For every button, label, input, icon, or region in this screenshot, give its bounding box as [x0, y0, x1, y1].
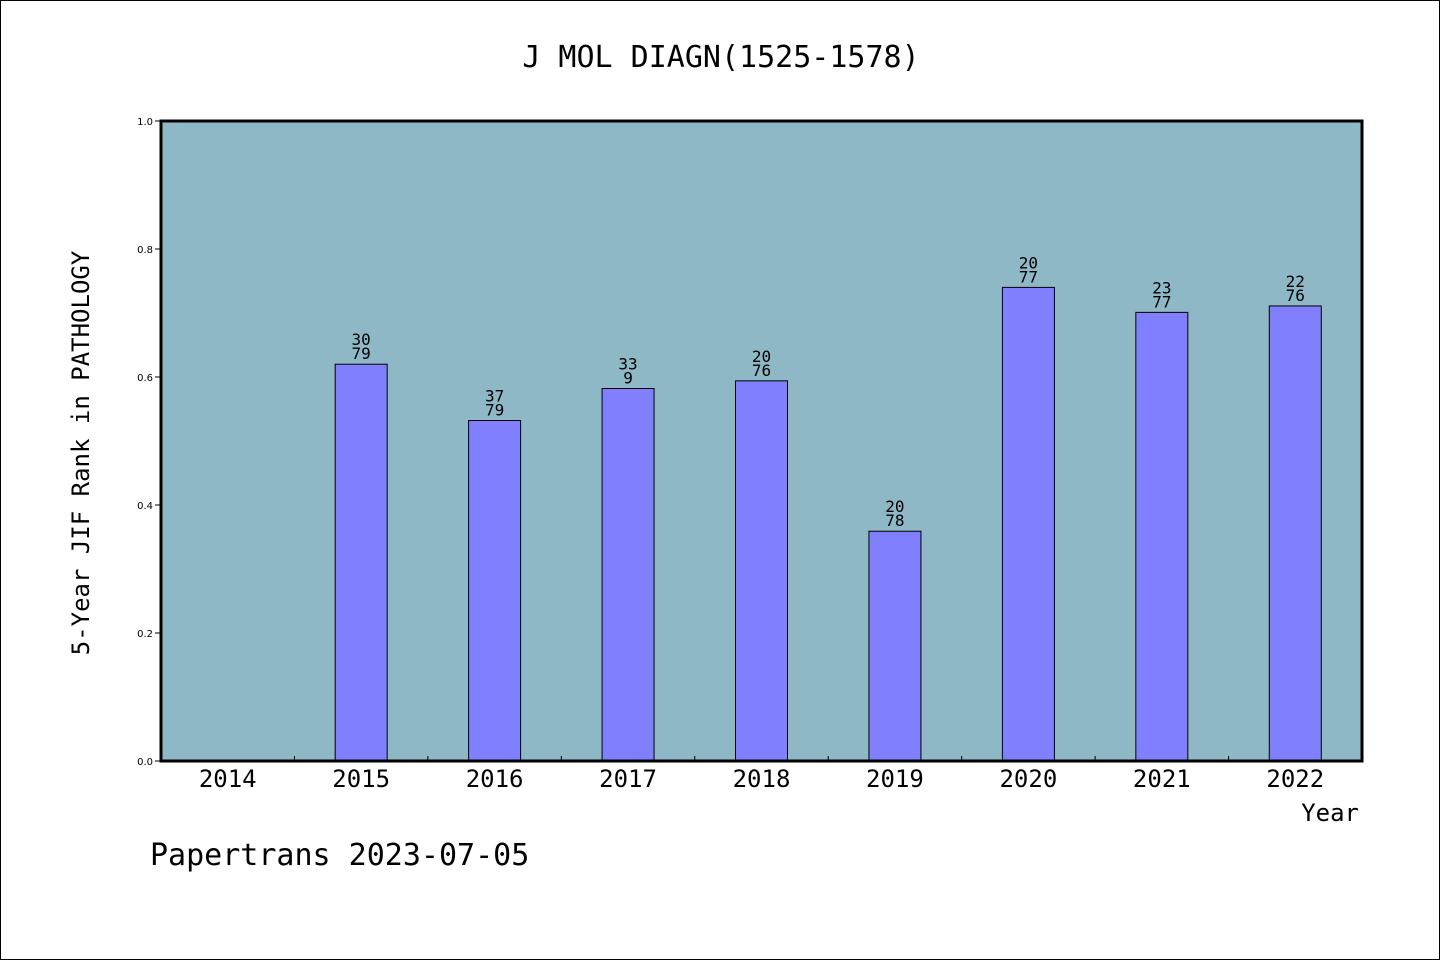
y-axis-ticks: 0.0 0.2 0.4 0.6 0.8 1.0 — [137, 117, 161, 768]
bar-label-bottom: 9 — [623, 369, 633, 388]
bar-label-top: 37 — [485, 387, 504, 406]
bar-2021 — [1135, 311, 1189, 762]
y-tick-label: 1.0 — [137, 117, 153, 128]
bar-label-bottom: 79 — [352, 344, 371, 363]
bar-label-top: 20 — [752, 347, 771, 366]
bars — [334, 286, 1322, 762]
y-tick-label: 0.0 — [137, 757, 153, 768]
bar-label-top: 23 — [1152, 278, 1171, 297]
y-axis-label: 5-Year JIF Rank in PATHOLOGY — [67, 250, 95, 655]
bar-2019 — [868, 530, 922, 762]
bar-label-top: 33 — [618, 355, 637, 374]
bar-label-bottom: 76 — [1286, 286, 1305, 305]
x-tick-label: 2021 — [1133, 765, 1191, 793]
bar-label-bottom: 78 — [885, 511, 904, 530]
bar-2018 — [735, 380, 788, 762]
chart-title: J MOL DIAGN(1525-1578) — [522, 40, 919, 75]
x-tick-label: 2016 — [466, 765, 524, 793]
bar-label-top: 30 — [352, 330, 371, 349]
bar-2017 — [601, 388, 655, 762]
plot-frame — [159, 119, 1364, 763]
y-tick-label: 0.4 — [137, 501, 153, 512]
x-tick-label: 2022 — [1266, 765, 1324, 793]
x-tick-label: 2015 — [332, 765, 390, 793]
x-tick-label: 2020 — [999, 765, 1057, 793]
x-axis-ticks: 2014 2015 2016 2017 2018 2019 2020 2021 2022 — [199, 756, 1324, 793]
bar-2016 — [468, 420, 522, 762]
y-tick-label: 0.8 — [137, 245, 153, 256]
bar-label-top: 20 — [885, 497, 904, 516]
bar-label-top: 22 — [1286, 272, 1305, 291]
bar-label-bottom: 77 — [1152, 292, 1171, 311]
x-tick-label: 2019 — [866, 765, 924, 793]
x-axis-label: Year — [1301, 799, 1359, 827]
bar-2020 — [1001, 286, 1055, 762]
bar-2022 — [1268, 305, 1322, 762]
footer-credit: Papertrans 2023-07-05 — [150, 838, 529, 873]
x-tick-label: 2018 — [733, 765, 791, 793]
bar-label-bottom: 79 — [485, 401, 504, 420]
bar-label-bottom: 77 — [1019, 267, 1038, 286]
y-tick-label: 0.2 — [137, 629, 153, 640]
bar-label-top: 20 — [1019, 253, 1038, 272]
bar-label-bottom: 76 — [752, 361, 771, 380]
y-tick-label: 0.6 — [137, 373, 153, 384]
x-tick-label: 2014 — [199, 765, 257, 793]
x-tick-label: 2017 — [599, 765, 657, 793]
bar-2015 — [334, 363, 388, 762]
